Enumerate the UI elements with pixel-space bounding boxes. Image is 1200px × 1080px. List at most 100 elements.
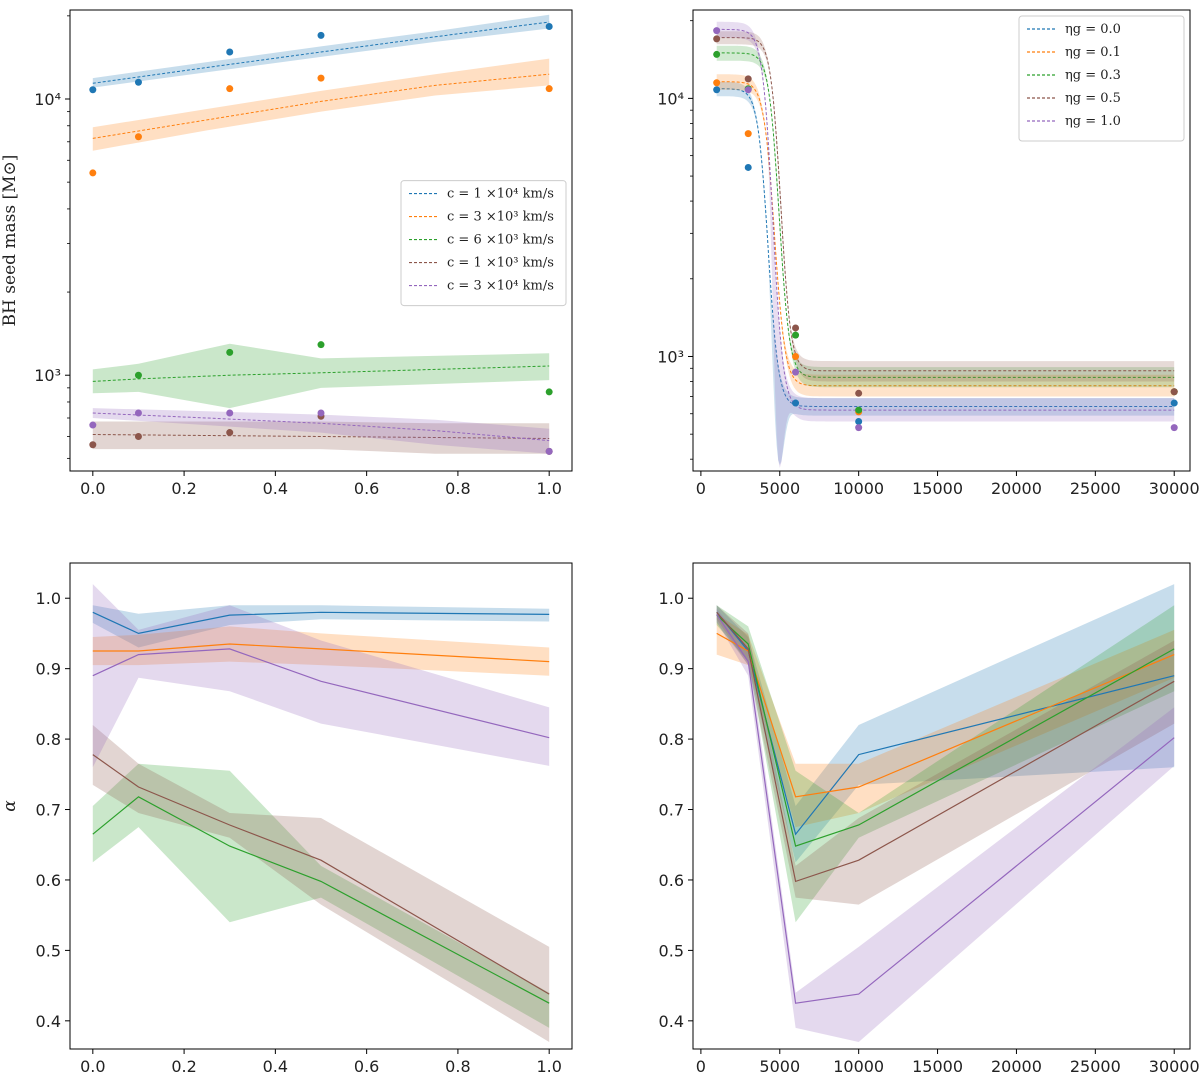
y-tick-label: 0.5 (659, 941, 684, 960)
data-point (792, 352, 800, 360)
x-tick-label: 0.8 (445, 479, 470, 498)
panel-bottom-right: 0 5000 10000 15000 20000 25000 30000 0.4 0.5 0.6 0… (659, 562, 1200, 1076)
x-tick-label: 25000 (1070, 479, 1121, 498)
data-point (226, 409, 234, 417)
data-point (134, 133, 142, 141)
data-point (134, 432, 142, 440)
fit-line-c-6-10-km-s (92, 365, 550, 382)
y-tick-label: 0.6 (36, 871, 61, 890)
x-tick-label: 10000 (833, 479, 884, 498)
band-g-0-3 (716, 605, 1175, 923)
data-point (89, 86, 97, 94)
series-line-c-6-10-km-s (92, 796, 550, 1004)
data-point (545, 23, 553, 31)
data-point (545, 388, 553, 396)
y-tick-label: 10⁴ (657, 89, 684, 108)
x-tick-label: 20000 (991, 479, 1042, 498)
band-c-1-10-km-s (92, 14, 550, 88)
data-point (855, 406, 863, 414)
band-g-0-0 (716, 584, 1175, 863)
band-c-3-10-km-s (92, 584, 550, 768)
data-point (744, 86, 752, 94)
legend-box (1018, 15, 1185, 142)
band-c-6-10-km-s (92, 763, 550, 1028)
x-tick-label: 0.0 (80, 479, 105, 498)
data-point (545, 85, 553, 93)
data-point (317, 409, 325, 417)
data-point (713, 79, 721, 87)
data-point (134, 78, 142, 86)
x-tick-label: 0.6 (354, 479, 379, 498)
data-point (134, 409, 142, 417)
x-tick-label: 30000 (1149, 479, 1200, 498)
band-c-6-10-km-s (92, 343, 550, 409)
x-tick-label: 15000 (912, 1057, 963, 1076)
data-point (1170, 424, 1178, 432)
data-point (744, 75, 752, 83)
data-point (792, 331, 800, 339)
legend-label-c-3-10-km-s: c = 3 ×10³ km/s (447, 210, 554, 225)
y-tick-label: 10³ (34, 366, 61, 385)
x-tick-label: 0 (696, 479, 706, 498)
y-tick-label: 0.4 (659, 1012, 684, 1031)
x-tick-label: 0.4 (263, 479, 288, 498)
series-line-c-1-10-km-s (92, 611, 550, 635)
legend-label-c-6-10-km-s: c = 6 ×10³ km/s (447, 233, 554, 248)
data-point (1170, 399, 1178, 407)
series-line-c-3-10-km-s (92, 648, 550, 739)
data-point (855, 417, 863, 425)
data-point (713, 35, 721, 43)
y-tick-label: 0.4 (36, 1012, 61, 1031)
x-tick-label: 30000 (1149, 1057, 1200, 1076)
y-axis-label: BH seed mass [M⊙] (0, 155, 20, 327)
series-line-g-0-3 (716, 614, 1175, 847)
y-axis-label: α (0, 800, 20, 812)
y-tick-label: 10⁴ (34, 90, 61, 109)
series-line-g-0-0 (716, 611, 1175, 836)
band-c-3-10-km-s (92, 626, 550, 676)
data-point (713, 27, 721, 35)
x-tick-label: 20000 (991, 1057, 1042, 1076)
data-point (317, 341, 325, 349)
fit-line-g-0-1 (716, 81, 1175, 387)
x-tick-label: 25000 (1070, 1057, 1121, 1076)
panel-top-left: 0.0 0.2 0.4 0.6 0.8 1.0 10³ 10⁴ BH seed mass [M⊙… (0, 9, 573, 498)
y-tick-label: 0.6 (659, 871, 684, 890)
x-tick-label: 0.8 (445, 1057, 470, 1076)
series-line-g-1-0 (716, 614, 1175, 1004)
data-point (792, 324, 800, 332)
y-tick-label: 1.0 (36, 589, 61, 608)
data-point (226, 429, 234, 437)
axes-frame (692, 562, 1191, 1050)
data-point (744, 163, 752, 171)
band-g-0-1 (716, 613, 1175, 828)
data-point (855, 424, 863, 432)
data-point (317, 74, 325, 82)
data-point (226, 348, 234, 356)
data-point (792, 399, 800, 407)
data-point (89, 421, 97, 429)
legend-label-g-0-5: ηg = 0.5 (1065, 91, 1121, 106)
legend-label-g-0-0: ηg = 0.0 (1065, 22, 1121, 37)
band-c-1-10-km-s (92, 605, 550, 648)
x-tick-label: 5000 (759, 479, 800, 498)
data-point (744, 130, 752, 138)
x-tick-label: 15000 (912, 479, 963, 498)
x-tick-label: 10000 (833, 1057, 884, 1076)
data-point (1170, 388, 1178, 396)
data-point (792, 368, 800, 376)
axes-frame (69, 562, 573, 1050)
fit-line-c-3-10-km-s (92, 73, 550, 139)
data-point (713, 50, 721, 58)
y-tick-label: 0.9 (36, 660, 61, 679)
legend-label-c-1-10-km-s: c = 1 ×10⁴ km/s (447, 187, 554, 202)
data-point (226, 85, 234, 93)
data-point (134, 371, 142, 379)
data-point (226, 48, 234, 56)
legend-box (400, 180, 567, 307)
legend-label-g-0-1: ηg = 0.1 (1065, 45, 1121, 60)
y-tick-label: 0.8 (659, 730, 684, 749)
band-c-1-10-km-s (92, 725, 550, 1042)
x-tick-label: 1.0 (536, 479, 561, 498)
